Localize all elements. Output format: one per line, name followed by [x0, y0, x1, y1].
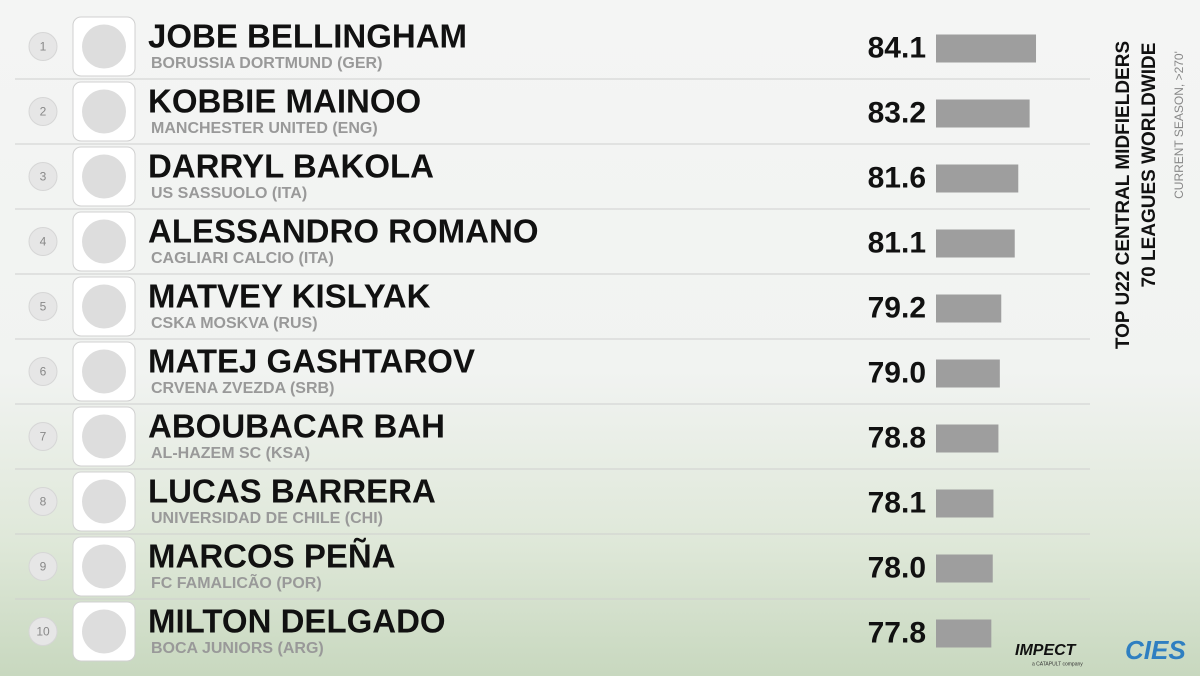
rank: 10	[36, 625, 50, 639]
bar	[936, 619, 992, 648]
rank: 1	[40, 40, 47, 54]
player-name: ALESSANDRO ROMANO	[148, 213, 539, 250]
value-label: 78.8	[868, 421, 926, 454]
cies-logo: CIES	[1125, 635, 1186, 665]
bar	[936, 424, 999, 453]
value-label: 81.1	[868, 226, 926, 259]
club-crest	[82, 219, 126, 264]
chart-note: CURRENT SEASON, >270'	[1172, 51, 1186, 199]
value-label: 84.1	[868, 31, 926, 64]
club-crest	[82, 24, 126, 69]
bar	[936, 359, 1000, 388]
player-name: MATVEY KISLYAK	[148, 278, 431, 315]
team-name: BORUSSIA DORTMUND (GER)	[151, 55, 382, 72]
player-name: JOBE BELLINGHAM	[148, 18, 467, 55]
club-crest	[82, 284, 126, 329]
player-name: DARRYL BAKOLA	[148, 148, 434, 185]
team-name: UNIVERSIDAD DE CHILE (CHI)	[151, 510, 383, 527]
team-name: MANCHESTER UNITED (ENG)	[151, 120, 378, 137]
team-name: CSKA MOSKVA (RUS)	[151, 315, 318, 332]
club-crest	[82, 544, 126, 589]
team-name: BOCA JUNIORS (ARG)	[151, 640, 324, 657]
rank-badge	[28, 487, 58, 516]
value-label: 79.0	[868, 356, 926, 389]
rank-badge	[28, 227, 58, 256]
player-name: ABOUBACAR BAH	[148, 408, 445, 445]
impect-logo: IMPECT	[1015, 642, 1077, 659]
value-label: 78.0	[868, 551, 926, 584]
impect-tagline: a CATAPULT company	[1032, 661, 1083, 667]
rank: 2	[40, 105, 47, 119]
rank-badge	[28, 617, 58, 646]
club-crest	[82, 349, 126, 394]
rank-badge	[28, 292, 58, 321]
rank: 7	[40, 430, 47, 444]
rank-badge	[28, 97, 58, 126]
chart-subtitle: 70 LEAGUES WORLDWIDE	[1139, 43, 1160, 288]
rank-badge	[28, 32, 58, 61]
value-label: 83.2	[868, 96, 926, 129]
player-name: MARCOS PEÑA	[148, 538, 396, 575]
club-crest	[82, 414, 126, 459]
bar	[936, 294, 1002, 323]
bar	[936, 554, 993, 583]
team-name: FC FAMALICÃO (POR)	[151, 572, 322, 592]
bar	[936, 164, 1019, 193]
team-name: US SASSUOLO (ITA)	[151, 185, 307, 202]
rank: 9	[40, 560, 47, 574]
rank-badge	[28, 357, 58, 386]
club-crest	[82, 479, 126, 524]
value-label: 79.2	[868, 291, 926, 324]
club-crest	[82, 89, 126, 134]
rank: 4	[40, 235, 47, 249]
rank-badge	[28, 422, 58, 451]
player-name: MATEJ GASHTAROV	[148, 343, 475, 380]
chart-title: TOP U22 CENTRAL MIDFIELDERS	[1113, 41, 1134, 349]
value-label: 81.6	[868, 161, 926, 194]
rank: 6	[40, 365, 47, 379]
rank: 5	[40, 300, 47, 314]
bar	[936, 99, 1030, 128]
rank-badge	[28, 162, 58, 191]
player-name: KOBBIE MAINOO	[148, 83, 421, 120]
rank-badge	[28, 552, 58, 581]
club-crest	[82, 609, 126, 654]
team-name: CAGLIARI CALCIO (ITA)	[151, 250, 334, 267]
rank: 8	[40, 495, 47, 509]
player-name: LUCAS BARRERA	[148, 473, 436, 510]
bar	[936, 34, 1037, 63]
team-name: AL-HAZEM SC (KSA)	[151, 445, 310, 462]
club-crest	[82, 154, 126, 199]
team-name: CRVENA ZVEZDA (SRB)	[151, 380, 334, 397]
value-label: 78.1	[868, 486, 926, 519]
rank: 3	[40, 170, 47, 184]
bar	[936, 489, 994, 518]
player-name: MILTON DELGADO	[148, 603, 446, 640]
value-label: 77.8	[868, 616, 926, 649]
bar	[936, 229, 1015, 258]
